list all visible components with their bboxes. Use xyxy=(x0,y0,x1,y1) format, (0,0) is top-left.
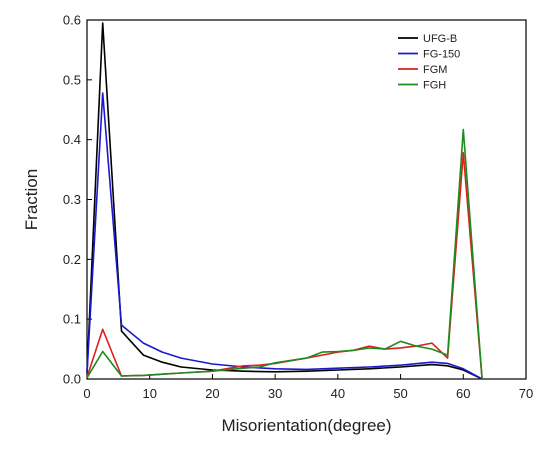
legend: UFG-B FG-150 FGM FGH xyxy=(398,33,460,92)
x-tick-label: 30 xyxy=(268,386,282,401)
y-tick-label: 0.5 xyxy=(63,72,81,87)
series-line-fg-150 xyxy=(86,92,483,380)
y-tick-label: 0.6 xyxy=(63,13,81,28)
legend-label: FG-150 xyxy=(423,49,460,61)
legend-label: UFG-B xyxy=(423,33,457,45)
y-tick-label: 0.3 xyxy=(63,192,81,207)
y-axis-title: Fraction xyxy=(22,169,41,230)
legend-label: FGH xyxy=(423,80,446,92)
y-axis-ticks: 0.0 0.1 0.2 0.3 0.4 0.5 0.6 xyxy=(63,13,92,387)
legend-label: FGM xyxy=(423,64,447,76)
x-tick-label: 40 xyxy=(331,386,345,401)
x-tick-label: 0 xyxy=(83,386,90,401)
y-tick-label: 0.1 xyxy=(63,312,81,327)
series-lines xyxy=(86,22,483,380)
x-tick-label: 60 xyxy=(456,386,470,401)
x-tick-label: 70 xyxy=(519,386,533,401)
y-tick-label: 0.0 xyxy=(63,372,81,387)
x-tick-label: 50 xyxy=(393,386,407,401)
series-line-ufg-b xyxy=(86,22,483,380)
y-tick-label: 0.4 xyxy=(63,132,81,147)
x-axis-ticks: 0 10 20 30 40 50 60 70 xyxy=(83,374,533,401)
y-tick-label: 0.2 xyxy=(63,252,81,267)
x-tick-label: 10 xyxy=(142,386,156,401)
series-line-fgh xyxy=(86,128,483,380)
x-axis-title: Misorientation(degree) xyxy=(221,416,391,435)
x-tick-label: 20 xyxy=(205,386,219,401)
